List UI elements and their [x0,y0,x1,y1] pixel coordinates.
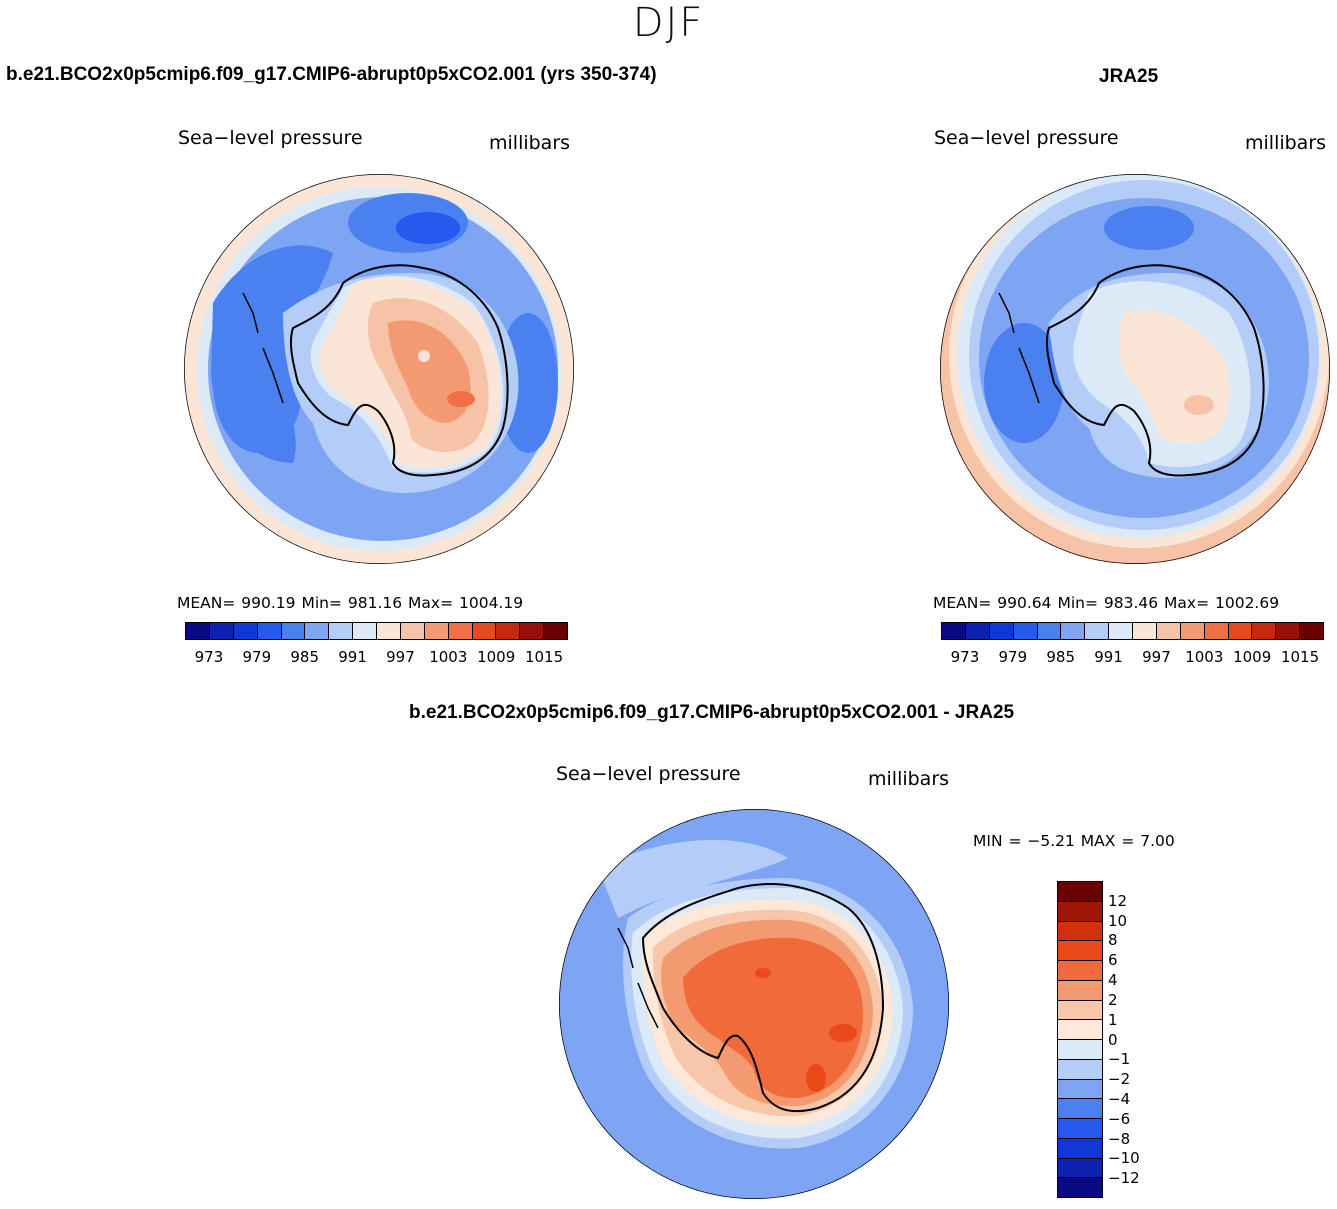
colorbar-tick-label: 1009 [477,648,516,666]
obs-colorbar [941,622,1324,640]
diff-panel-title: b.e21.BCO2x0p5cmip6.f09_g17.CMIP6-abrupt… [409,702,1015,723]
colorbar-tick-label: 1003 [1185,648,1224,666]
colorbar-tick-label: −6 [1108,1109,1131,1128]
colorbar-swatch [257,623,282,639]
colorbar-swatch [424,623,449,639]
colorbar-swatch [472,623,497,639]
model-panel-title: b.e21.BCO2x0p5cmip6.f09_g17.CMIP6-abrupt… [6,64,657,85]
colorbar-tick-label: 1009 [1233,648,1272,666]
colorbar-swatch [1058,921,1102,942]
colorbar-swatch [353,623,377,639]
colorbar-tick-label: 991 [338,648,367,666]
colorbar-swatch [1058,941,1102,961]
colorbar-swatch [1058,882,1102,902]
colorbar-swatch [544,623,567,639]
model-units-label: millibars [489,132,571,154]
colorbar-swatch [329,623,354,639]
colorbar-tick-label: −10 [1108,1149,1140,1168]
colorbar-swatch [1037,623,1062,639]
colorbar-tick-label: 12 [1108,891,1128,910]
colorbar-swatch [942,623,966,639]
diff-field-label: Sea−level pressure [556,763,741,785]
obs-polar-map [940,174,1330,564]
colorbar-swatch [1058,1178,1102,1197]
colorbar-tick-label: 979 [998,648,1028,666]
colorbar-swatch [1276,623,1301,639]
colorbar-swatch [1058,1059,1102,1080]
colorbar-swatch [1180,623,1205,639]
colorbar-swatch [1085,623,1110,639]
colorbar-swatch [1061,623,1086,639]
diff-units-label: millibars [868,768,950,790]
model-polar-map [184,174,574,564]
colorbar-swatch [377,623,401,639]
diff-polar-map [559,809,949,1199]
colorbar-tick-label: 4 [1108,971,1118,990]
colorbar-tick-label: 973 [950,648,980,666]
colorbar-swatch [400,623,425,639]
colorbar-swatch [1133,623,1157,639]
colorbar-tick-label: 10 [1108,911,1128,930]
colorbar-swatch [281,623,306,639]
diff-colorbar [1057,881,1103,1198]
colorbar-swatch [1058,1000,1102,1021]
colorbar-swatch [1013,623,1038,639]
colorbar-swatch [1058,961,1102,981]
colorbar-tick-label: 1003 [429,648,468,666]
colorbar-swatch [305,623,330,639]
colorbar-tick-label: 1 [1108,1010,1118,1029]
model-colorbar [185,622,568,640]
obs-stats: MEAN= 990.64 Min= 983.46 Max= 1002.69 [933,594,1280,612]
colorbar-tick-label: −2 [1108,1070,1131,1089]
colorbar-tick-label: −12 [1108,1169,1140,1188]
colorbar-swatch [233,623,258,639]
diff-stats: MIN = −5.21 MAX = 7.00 [973,832,1175,850]
colorbar-swatch [186,623,210,639]
colorbar-swatch [496,623,521,639]
colorbar-swatch [1058,1020,1102,1040]
colorbar-swatch [1058,1138,1102,1159]
colorbar-swatch [520,623,545,639]
colorbar-tick-label: 8 [1108,931,1118,950]
colorbar-tick-label: 0 [1108,1030,1118,1049]
obs-units-label: millibars [1245,132,1327,154]
obs-field-label: Sea−level pressure [934,127,1119,149]
colorbar-swatch [1058,1119,1102,1139]
colorbar-tick-label: 1015 [1280,648,1320,666]
colorbar-swatch [1300,623,1323,639]
colorbar-swatch [209,623,234,639]
season-title: DJF [632,0,705,46]
colorbar-swatch [1058,1158,1102,1179]
colorbar-tick-label: 985 [290,648,320,666]
colorbar-swatch [1156,623,1181,639]
colorbar-tick-label: −1 [1108,1050,1131,1069]
colorbar-tick-label: 985 [1046,648,1076,666]
colorbar-swatch [1228,623,1253,639]
colorbar-tick-label: 997 [1142,648,1171,666]
colorbar-swatch [1252,623,1277,639]
colorbar-swatch [448,623,473,639]
colorbar-swatch [1058,1099,1102,1119]
colorbar-tick-label: 997 [386,648,415,666]
colorbar-swatch [989,623,1014,639]
model-stats: MEAN= 990.19 Min= 981.16 Max= 1004.19 [177,594,524,612]
colorbar-tick-label: −4 [1108,1089,1131,1108]
colorbar-swatch [965,623,990,639]
colorbar-tick-label: 973 [194,648,224,666]
colorbar-swatch [1058,901,1102,922]
colorbar-swatch [1058,1079,1102,1100]
obs-panel-title: JRA25 [1099,66,1159,87]
colorbar-swatch [1204,623,1229,639]
colorbar-tick-label: 6 [1108,951,1118,970]
colorbar-tick-label: −8 [1108,1129,1131,1148]
model-field-label: Sea−level pressure [178,127,363,149]
colorbar-swatch [1058,980,1102,1001]
colorbar-swatch [1109,623,1133,639]
colorbar-swatch [1058,1040,1102,1060]
colorbar-tick-label: 2 [1108,990,1118,1009]
colorbar-tick-label: 1015 [524,648,564,666]
colorbar-tick-label: 991 [1094,648,1123,666]
colorbar-tick-label: 979 [242,648,272,666]
